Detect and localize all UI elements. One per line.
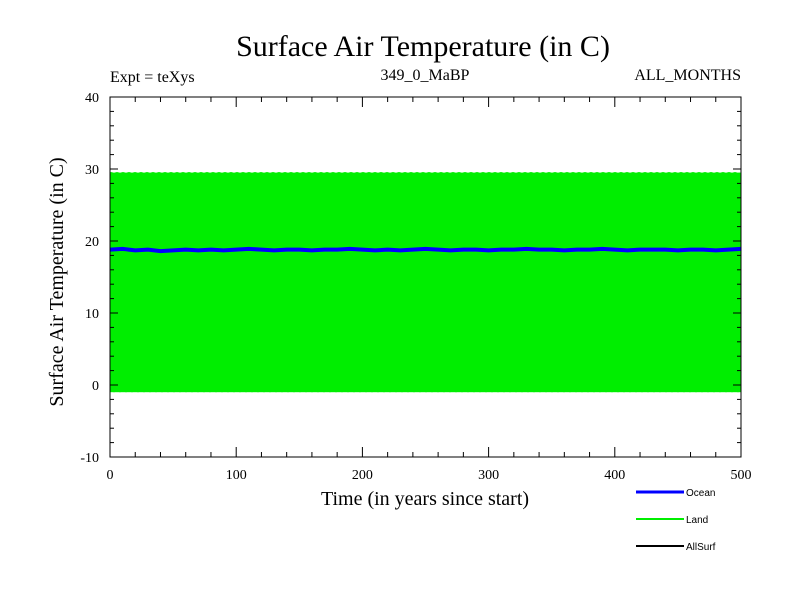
x-tick-label: 200 xyxy=(352,468,373,483)
legend: Ocean Land AllSurf xyxy=(636,488,716,553)
y-tick-label: 40 xyxy=(85,91,99,106)
legend-label: AllSurf xyxy=(686,542,716,553)
y-tick-label: 10 xyxy=(85,307,99,322)
x-tick-label: 400 xyxy=(604,468,625,483)
period-label: 349_0_MaBP xyxy=(381,67,470,84)
experiment-label: Expt = teXys xyxy=(110,69,195,86)
y-axis-label: Surface Air Temperature (in C) xyxy=(46,157,68,406)
x-tick-label: 100 xyxy=(226,468,247,483)
months-label: ALL_MONTHS xyxy=(634,67,741,84)
legend-label: Ocean xyxy=(686,488,715,499)
land-series-edge xyxy=(110,172,741,393)
x-tick-label: 500 xyxy=(731,468,752,483)
legend-label: Land xyxy=(686,515,708,526)
x-axis-label: Time (in years since start) xyxy=(321,488,529,510)
y-tick-label: 30 xyxy=(85,163,99,178)
y-tick-label: -10 xyxy=(80,451,99,466)
ocean-series xyxy=(109,246,742,254)
plot-area xyxy=(109,172,742,393)
plot-frame xyxy=(109,96,742,458)
chart-title: Surface Air Temperature (in C) xyxy=(236,30,610,63)
x-tick-label: 0 xyxy=(107,468,114,483)
y-tick-label: 0 xyxy=(92,379,99,394)
y-tick-label: 20 xyxy=(85,235,99,250)
x-tick-label: 300 xyxy=(478,468,499,483)
